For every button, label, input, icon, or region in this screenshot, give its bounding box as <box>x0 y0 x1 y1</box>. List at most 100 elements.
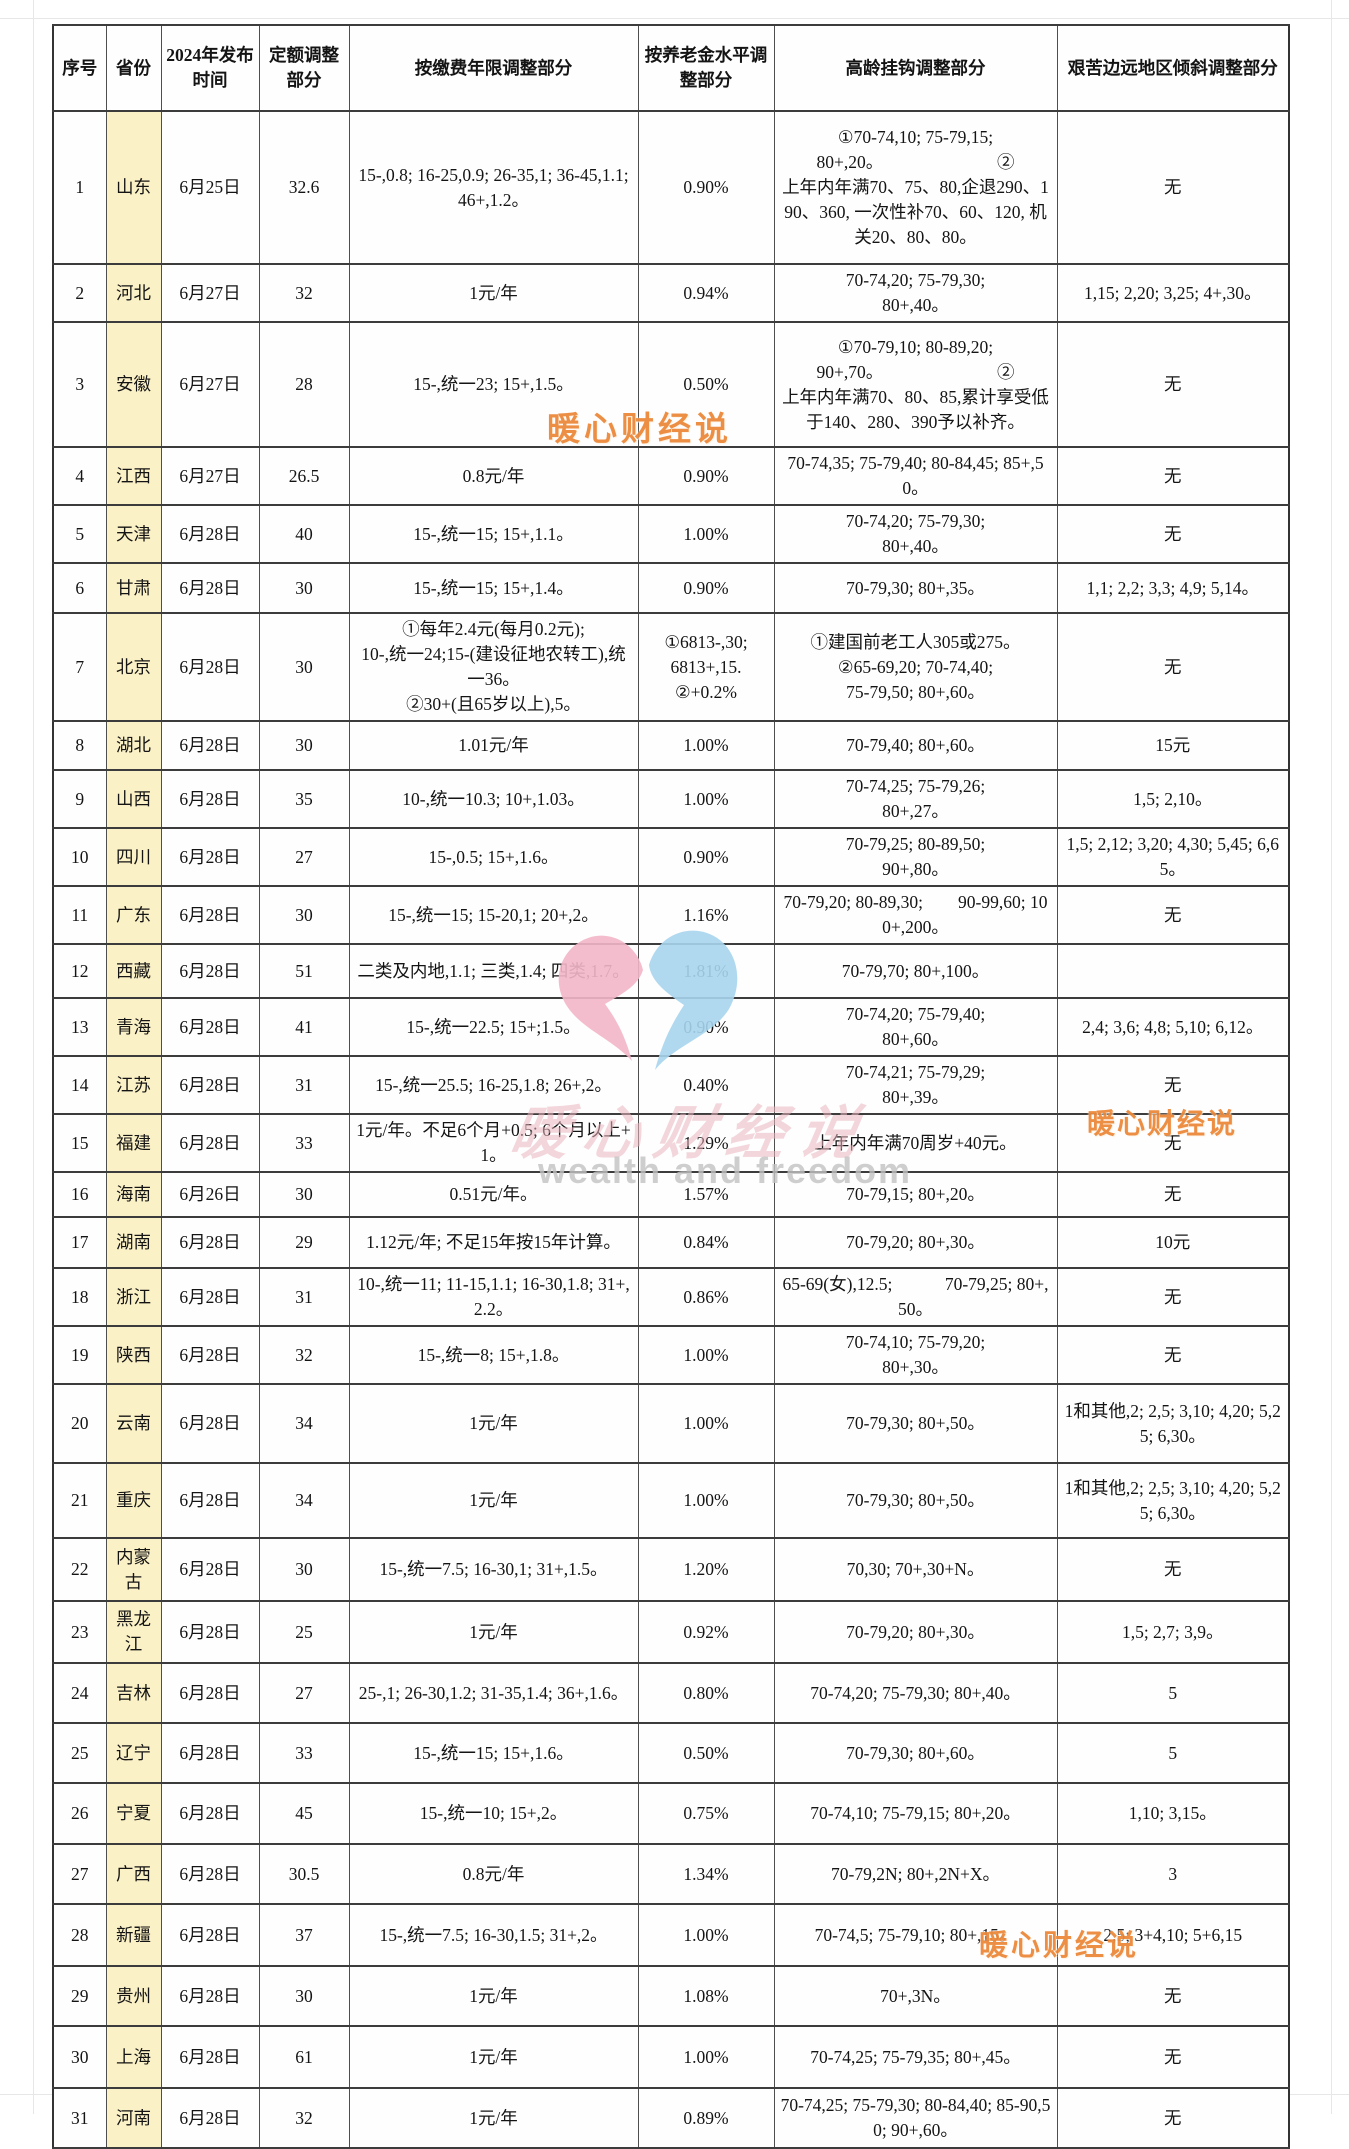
cell-level: 0.40% <box>637 1055 775 1115</box>
cell-years: 1元/年 <box>348 1383 639 1464</box>
sheet-gridline <box>1331 0 1332 2114</box>
cell-level: 0.50% <box>637 1722 775 1784</box>
table-row: 3 安徽 6月27日 28 15-,统一23; 15+,1.5。 0.50% ①70-79,… <box>52 321 1290 448</box>
cell-no: 19 <box>52 1325 107 1385</box>
cell-years: 15-,统一7.5; 16-30,1; 31+,1.5。 <box>348 1537 639 1602</box>
cell-remote: 3 <box>1056 1843 1290 1905</box>
cell-remote: 1,5; 2,12; 3,20; 4,30; 5,45; 6,65。 <box>1056 827 1290 887</box>
cell-no: 21 <box>52 1462 107 1539</box>
cell-years: 15-,统一15; 15+,1.6。 <box>348 1722 639 1784</box>
table-row: 14 江苏 6月28日 31 15-,统一25.5; 16-25,1.8; 26+,2。… <box>52 1055 1290 1115</box>
cell-province: 青海 <box>105 997 162 1057</box>
cell-elderly: ①建国前老工人305或275。 ②65-69,20; 70-74,40; 75-… <box>773 612 1058 722</box>
cell-date: 6月28日 <box>160 720 260 771</box>
cell-years: 1元/年。不足6个月+0.5; 6个月以上+1。 <box>348 1113 639 1173</box>
cell-years: 15-,统一15; 15+,1.1。 <box>348 504 639 564</box>
cell-no: 11 <box>52 885 107 945</box>
cell-date: 6月28日 <box>160 1216 260 1269</box>
cell-level: 1.57% <box>637 1171 775 1218</box>
cell-years: 1元/年 <box>348 2087 639 2149</box>
cell-date: 6月28日 <box>160 1903 260 1967</box>
cell-elderly: 70-79,25; 80-89,50; 90+,80。 <box>773 827 1058 887</box>
cell-remote: 无 <box>1056 110 1290 265</box>
cell-no: 30 <box>52 2025 107 2089</box>
cell-elderly: 70-74,21; 75-79,29; 80+,39。 <box>773 1055 1058 1115</box>
cell-no: 25 <box>52 1722 107 1784</box>
cell-years: 10-,统一10.3; 10+,1.03。 <box>348 769 639 829</box>
column-header-date: 2024年发布时间 <box>160 24 260 112</box>
cell-remote: 无 <box>1056 2087 1290 2149</box>
cell-fixed: 41 <box>258 997 350 1057</box>
table-row: 1 山东 6月25日 32.6 15-,0.8; 16-25,0.9; 26-35,1;… <box>52 110 1290 265</box>
cell-remote: 1,5; 2,10。 <box>1056 769 1290 829</box>
table-row: 9 山西 6月28日 35 10-,统一10.3; 10+,1.03。 1.00% 70-7… <box>52 769 1290 829</box>
cell-date: 6月28日 <box>160 769 260 829</box>
cell-years: 15-,0.5; 15+,1.6。 <box>348 827 639 887</box>
table-row: 22 内蒙古 6月28日 30 15-,统一7.5; 16-30,1; 31+,1.5。… <box>52 1537 1290 1602</box>
cell-years: 25-,1; 26-30,1.2; 31-35,1.4; 36+,1.6。 <box>348 1662 639 1724</box>
column-header-elderly: 高龄挂钩调整部分 <box>773 24 1058 112</box>
cell-elderly: 70-79,15; 80+,20。 <box>773 1171 1058 1218</box>
cell-level: 0.84% <box>637 1216 775 1269</box>
cell-level: 1.00% <box>637 1383 775 1464</box>
cell-fixed: 26.5 <box>258 446 350 506</box>
cell-elderly: 70-79,20; 80-89,30; 90-99,60; 100+,200。 <box>773 885 1058 945</box>
cell-years: 0.51元/年。 <box>348 1171 639 1218</box>
column-header-years: 按缴费年限调整部分 <box>348 24 639 112</box>
cell-level: 0.90% <box>637 446 775 506</box>
table-row: 31 河南 6月28日 32 1元/年 0.89% 70-74,25; 75-79,30; … <box>52 2087 1290 2149</box>
cell-elderly: 上年内年满70周岁+40元。 <box>773 1113 1058 1173</box>
cell-fixed: 29 <box>258 1216 350 1269</box>
cell-elderly: 70-74,5; 75-79,10; 80+,15。 <box>773 1903 1058 1967</box>
cell-province: 甘肃 <box>105 562 162 614</box>
cell-elderly: 70+,3N。 <box>773 1965 1058 2027</box>
cell-province: 北京 <box>105 612 162 722</box>
cell-remote: 5 <box>1056 1662 1290 1724</box>
cell-fixed: 27 <box>258 827 350 887</box>
cell-fixed: 30 <box>258 720 350 771</box>
cell-level: 0.90% <box>637 827 775 887</box>
cell-province: 西藏 <box>105 943 162 999</box>
cell-no: 23 <box>52 1600 107 1664</box>
table-row: 29 贵州 6月28日 30 1元/年 1.08% 70+,3N。无 <box>52 1965 1290 2027</box>
table-row: 19 陕西 6月28日 32 15-,统一8; 15+,1.8。 1.00% 70-74,1… <box>52 1325 1290 1385</box>
column-header-fixed: 定额调整部分 <box>258 24 350 112</box>
cell-date: 6月28日 <box>160 2087 260 2149</box>
cell-fixed: 32 <box>258 1325 350 1385</box>
cell-remote: 1和其他,2; 2,5; 3,10; 4,20; 5,25; 6,30。 <box>1056 1383 1290 1464</box>
cell-province: 山西 <box>105 769 162 829</box>
cell-level: 1.29% <box>637 1113 775 1173</box>
cell-province: 浙江 <box>105 1267 162 1327</box>
cell-date: 6月28日 <box>160 997 260 1057</box>
cell-date: 6月28日 <box>160 943 260 999</box>
cell-no: 29 <box>52 1965 107 2027</box>
cell-date: 6月26日 <box>160 1171 260 1218</box>
table-row: 13 青海 6月28日 41 15-,统一22.5; 15+;1.5。 0.90% 70-7… <box>52 997 1290 1057</box>
cell-remote: 无 <box>1056 1537 1290 1602</box>
cell-fixed: 30 <box>258 1171 350 1218</box>
table-row: 10 四川 6月28日 27 15-,0.5; 15+,1.6。 0.90% 70-79,2… <box>52 827 1290 887</box>
cell-remote: 无 <box>1056 1113 1290 1173</box>
cell-fixed: 33 <box>258 1113 350 1173</box>
cell-remote: 无 <box>1056 446 1290 506</box>
cell-date: 6月28日 <box>160 1462 260 1539</box>
cell-years: 1.01元/年 <box>348 720 639 771</box>
pension-adjustment-table: 序号 省份 2024年发布时间 定额调整部分 按缴费年限调整部分 按养老金水平调整部分 高龄… <box>52 24 1290 2149</box>
cell-date: 6月27日 <box>160 321 260 448</box>
cell-province: 上海 <box>105 2025 162 2089</box>
cell-elderly: 70-74,20; 75-79,40; 80+,60。 <box>773 997 1058 1057</box>
cell-years: 15-,统一23; 15+,1.5。 <box>348 321 639 448</box>
cell-elderly: 70-74,35; 75-79,40; 80-84,45; 85+,50。 <box>773 446 1058 506</box>
cell-years: 1元/年 <box>348 2025 639 2089</box>
cell-elderly: 70-79,30; 80+,60。 <box>773 1722 1058 1784</box>
cell-no: 18 <box>52 1267 107 1327</box>
cell-remote: 无 <box>1056 1171 1290 1218</box>
cell-province: 山东 <box>105 110 162 265</box>
cell-fixed: 51 <box>258 943 350 999</box>
cell-fixed: 32 <box>258 263 350 323</box>
cell-province: 内蒙古 <box>105 1537 162 1602</box>
table-row: 26 宁夏 6月28日 45 15-,统一10; 15+,2。 0.75% 70-74,10… <box>52 1782 1290 1845</box>
cell-years: 1元/年 <box>348 1965 639 2027</box>
table-row: 5 天津 6月28日 40 15-,统一15; 15+,1.1。 1.00% 70-74,2… <box>52 504 1290 564</box>
cell-elderly: 70-79,20; 80+,30。 <box>773 1216 1058 1269</box>
